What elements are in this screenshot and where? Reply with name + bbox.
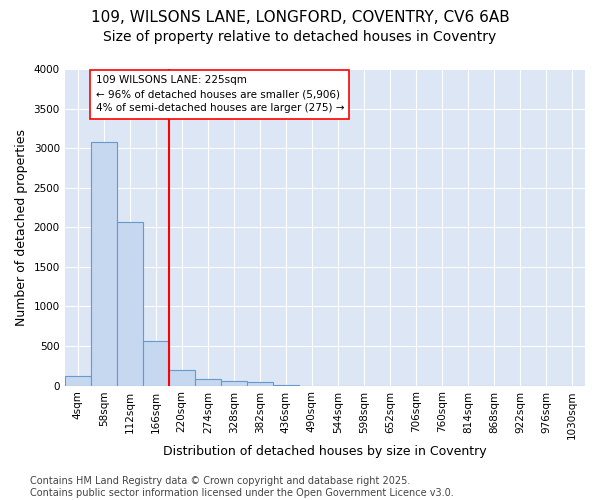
Bar — [117, 222, 143, 386]
Bar — [247, 382, 273, 386]
X-axis label: Distribution of detached houses by size in Coventry: Distribution of detached houses by size … — [163, 444, 487, 458]
Bar — [91, 142, 117, 386]
Bar — [195, 380, 221, 386]
Text: 109, WILSONS LANE, LONGFORD, COVENTRY, CV6 6AB: 109, WILSONS LANE, LONGFORD, COVENTRY, C… — [91, 10, 509, 25]
Text: Size of property relative to detached houses in Coventry: Size of property relative to detached ho… — [103, 30, 497, 44]
Bar — [169, 370, 195, 386]
Bar — [65, 376, 91, 386]
Y-axis label: Number of detached properties: Number of detached properties — [15, 129, 28, 326]
Bar — [273, 385, 299, 386]
Bar — [221, 381, 247, 386]
Bar — [143, 342, 169, 386]
Text: 109 WILSONS LANE: 225sqm
← 96% of detached houses are smaller (5,906)
4% of semi: 109 WILSONS LANE: 225sqm ← 96% of detach… — [95, 76, 344, 114]
Text: Contains HM Land Registry data © Crown copyright and database right 2025.
Contai: Contains HM Land Registry data © Crown c… — [30, 476, 454, 498]
